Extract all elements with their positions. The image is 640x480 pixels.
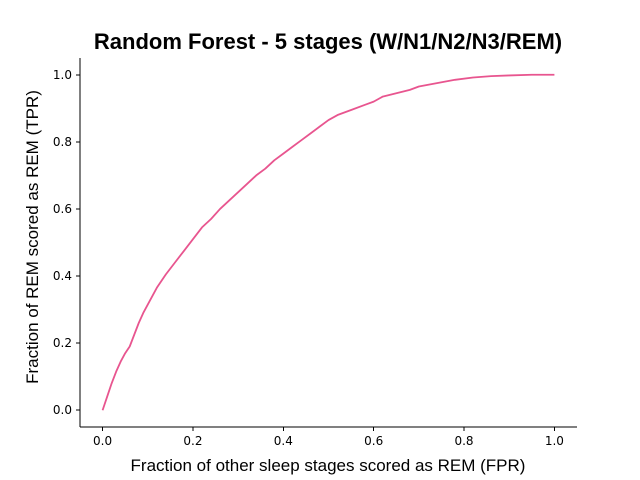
x-tick-label: 1.0 xyxy=(545,434,564,448)
roc-curve-line xyxy=(101,73,555,411)
x-tick-label: 0.2 xyxy=(183,434,202,448)
axes xyxy=(79,58,577,428)
y-ticks: 0.0 0.2 0.4 0.6 0.8 1.0 xyxy=(53,68,80,417)
x-tick-label: 0.4 xyxy=(274,434,293,448)
x-tick-label: 0.8 xyxy=(454,434,473,448)
y-axis-label: Fraction of REM scored as REM (TPR) xyxy=(23,90,42,384)
x-tick-label: 0.6 xyxy=(364,434,383,448)
x-ticks: 0.0 0.2 0.4 0.6 0.8 1.0 xyxy=(93,427,564,448)
y-tick-label: 0.2 xyxy=(53,336,72,350)
x-tick-label: 0.0 xyxy=(93,434,112,448)
x-axis-label: Fraction of other sleep stages scored as… xyxy=(131,456,526,475)
y-tick-label: 0.0 xyxy=(53,403,72,417)
y-tick-label: 1.0 xyxy=(53,68,72,82)
y-tick-label: 0.6 xyxy=(53,202,72,216)
y-tick-label: 0.4 xyxy=(53,269,72,283)
chart-title: Random Forest - 5 stages (W/N1/N2/N3/REM… xyxy=(94,29,562,54)
y-tick-label: 0.8 xyxy=(53,135,72,149)
